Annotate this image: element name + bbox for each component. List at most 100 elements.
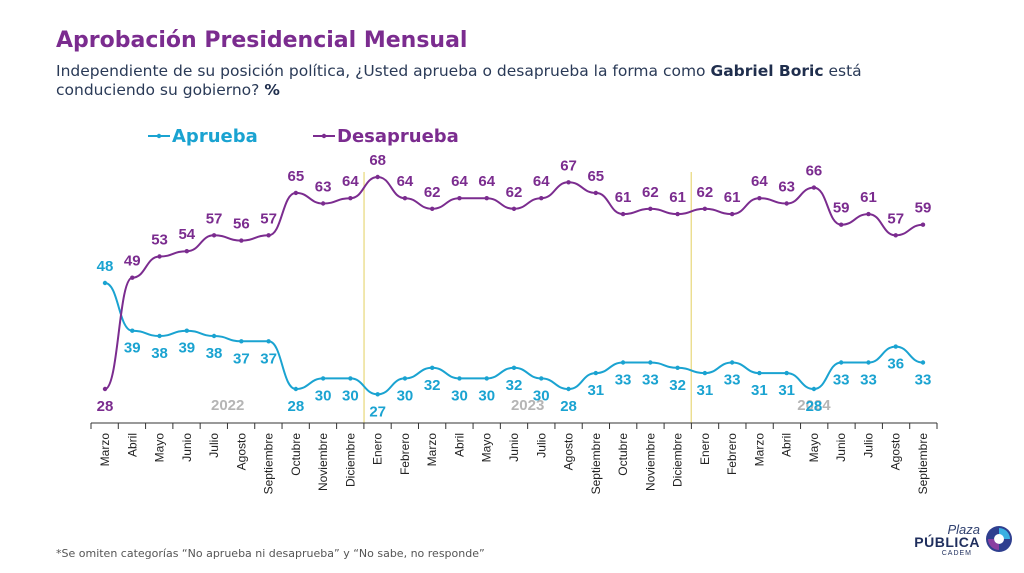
aprueba-data-label: 33 bbox=[642, 372, 659, 389]
x-tick-label-mayo: Mayo bbox=[480, 433, 494, 463]
x-tick-label-abril: Abril bbox=[452, 433, 466, 457]
logo-line-cadem: CADEM bbox=[941, 550, 972, 557]
aprueba-point bbox=[266, 339, 271, 344]
aprueba-point bbox=[839, 360, 844, 365]
desaprueba-data-label: 28 bbox=[97, 398, 114, 415]
plaza-publica-cadem-logo: Plaza PÚBLICA CADEM bbox=[908, 522, 1016, 562]
desaprueba-point bbox=[211, 233, 217, 238]
aprueba-point bbox=[375, 392, 380, 397]
legend-aprueba-label: Aprueba bbox=[172, 126, 258, 147]
desaprueba-data-label: 62 bbox=[424, 184, 441, 201]
desaprueba-data-label: 64 bbox=[478, 173, 495, 190]
desaprueba-data-label: 63 bbox=[778, 179, 795, 196]
desaprueba-point bbox=[157, 254, 162, 259]
aprueba-data-label: 30 bbox=[451, 387, 468, 404]
desaprueba-data-label: 56 bbox=[233, 216, 250, 233]
x-tick-label-noviembre: Noviembre bbox=[316, 433, 330, 491]
desaprueba-point bbox=[920, 222, 926, 227]
aprueba-point bbox=[811, 386, 817, 392]
aprueba-data-label: 38 bbox=[151, 345, 168, 362]
aprueba-data-label: 37 bbox=[233, 350, 250, 367]
desaprueba-data-label: 49 bbox=[124, 253, 141, 270]
desaprueba-data-label: 64 bbox=[533, 173, 550, 190]
x-tick-label-junio: Junio bbox=[834, 433, 848, 462]
aprueba-point bbox=[729, 360, 735, 365]
desaprueba-point bbox=[811, 185, 817, 190]
desaprueba-point bbox=[402, 196, 408, 201]
desaprueba-data-label: 64 bbox=[451, 173, 468, 190]
desaprueba-point bbox=[839, 222, 844, 227]
aprueba-point bbox=[784, 370, 789, 376]
aprueba-point bbox=[320, 376, 326, 381]
aprueba-data-label: 31 bbox=[751, 382, 768, 399]
year-label-2023: 2023 bbox=[511, 397, 544, 414]
aprueba-point bbox=[866, 360, 871, 365]
x-tick-label-julio: Julio bbox=[207, 433, 221, 458]
desaprueba-data-label: 53 bbox=[151, 232, 168, 249]
aprueba-data-label: 28 bbox=[288, 398, 305, 415]
desaprueba-data-label: 54 bbox=[178, 226, 195, 243]
aprueba-point bbox=[648, 360, 653, 365]
subtitle-text-end: está conduciendo su gobierno? bbox=[56, 62, 862, 99]
x-tick-label-octubre: Octubre bbox=[616, 433, 630, 476]
legend-desaprueba-marker bbox=[321, 133, 327, 139]
legend-desaprueba-label: Desaprueba bbox=[337, 126, 459, 147]
desaprueba-point bbox=[729, 211, 735, 217]
aprueba-data-label: 31 bbox=[697, 382, 714, 399]
desaprueba-data-label: 61 bbox=[724, 189, 741, 206]
desaprueba-point bbox=[320, 201, 326, 206]
x-tick-label-junio: Junio bbox=[180, 433, 194, 462]
x-tick-label-enero: Enero bbox=[371, 433, 385, 465]
x-tick-label-agosto: Agosto bbox=[889, 433, 903, 471]
x-tick-label-septiembre: Septiembre bbox=[262, 433, 276, 495]
aprueba-data-label: 30 bbox=[397, 387, 414, 404]
x-tick-label-mayo: Mayo bbox=[153, 433, 167, 463]
aprueba-data-label: 30 bbox=[478, 387, 495, 404]
aprueba-point bbox=[484, 376, 489, 381]
aprueba-point bbox=[620, 360, 626, 365]
aprueba-data-label: 31 bbox=[778, 382, 795, 399]
aprueba-point bbox=[293, 386, 299, 392]
x-tick-label-septiembre: Septiembre bbox=[916, 433, 930, 495]
aprueba-data-label: 32 bbox=[424, 377, 441, 394]
aprueba-point bbox=[102, 280, 108, 286]
aprueba-point bbox=[348, 376, 353, 381]
desaprueba-point bbox=[102, 386, 108, 392]
desaprueba-data-label: 61 bbox=[615, 189, 632, 206]
aprueba-point bbox=[511, 365, 517, 370]
x-tick-label-septiembre: Septiembre bbox=[589, 433, 603, 495]
desaprueba-point bbox=[866, 211, 871, 217]
logo-line-plaza: Plaza bbox=[947, 522, 980, 537]
aprueba-point bbox=[157, 333, 162, 339]
aprueba-data-label: 37 bbox=[260, 350, 277, 367]
x-tick-label-abril: Abril bbox=[125, 433, 139, 457]
aprueba-point bbox=[184, 328, 189, 333]
desaprueba-point bbox=[511, 206, 517, 211]
chart-subtitle: Independiente de su posición política, ¿… bbox=[56, 62, 936, 100]
desaprueba-data-label: 66 bbox=[806, 163, 823, 180]
desaprueba-point bbox=[593, 190, 598, 196]
desaprueba-data-label: 59 bbox=[915, 200, 932, 217]
x-tick-label-agosto: Agosto bbox=[562, 433, 576, 471]
x-tick-label-mayo: Mayo bbox=[807, 433, 821, 463]
aprueba-point bbox=[920, 360, 926, 365]
aprueba-point bbox=[402, 376, 408, 381]
desaprueba-point bbox=[184, 249, 189, 254]
aprueba-data-label: 31 bbox=[587, 382, 604, 399]
aprueba-data-label: 39 bbox=[178, 340, 195, 357]
aprueba-data-label: 33 bbox=[860, 372, 877, 389]
desaprueba-data-label: 62 bbox=[697, 184, 714, 201]
desaprueba-point bbox=[293, 190, 299, 196]
x-tick-label-marzo: Marzo bbox=[752, 433, 766, 467]
x-tick-label-abril: Abril bbox=[780, 433, 794, 457]
desaprueba-point bbox=[484, 196, 489, 201]
aprueba-point bbox=[702, 370, 708, 376]
aprueba-data-label: 28 bbox=[806, 398, 823, 415]
subtitle-president-name: Gabriel Boric bbox=[710, 62, 824, 80]
x-tick-label-diciembre: Diciembre bbox=[671, 433, 685, 487]
x-tick-label-julio: Julio bbox=[534, 433, 548, 458]
x-tick-label-octubre: Octubre bbox=[289, 433, 303, 476]
desaprueba-data-label: 63 bbox=[315, 179, 332, 196]
aprueba-data-label: 30 bbox=[315, 387, 332, 404]
